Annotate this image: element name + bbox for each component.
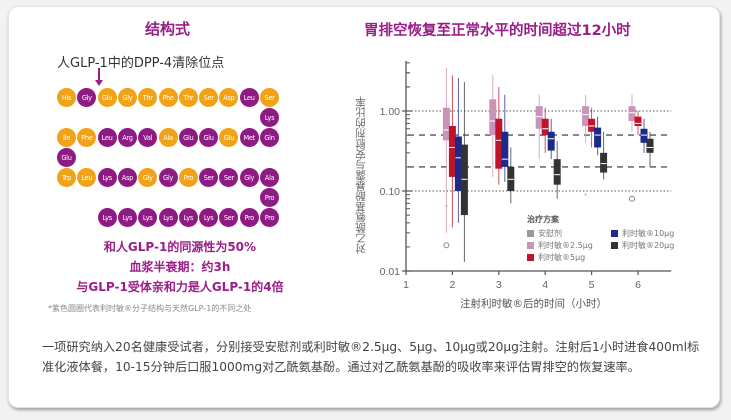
amino-acid-thr: Thr	[138, 88, 158, 107]
legend-swatch-icon	[611, 242, 618, 249]
legend-item: 安慰剂	[527, 228, 562, 239]
amino-acid-lys: Lys	[158, 208, 178, 227]
amino-acid-thr: Thr	[178, 88, 198, 107]
amino-acid-ala: Ala	[158, 128, 178, 147]
amino-acid-asp: Asp	[117, 168, 137, 187]
amino-acid-lys: Lys	[97, 208, 117, 227]
legend: 治疗方案 安慰剂利时敏®2.5μg 利时敏®5μg 利时敏®10μg 利时敏®20μg	[527, 214, 697, 268]
amino-acid-lys: Lys	[260, 108, 279, 127]
amino-acid-ile: Ile	[57, 128, 76, 147]
legend-item: 利时敏®10μg	[611, 228, 674, 239]
legend-item: 利时敏®5μg	[527, 252, 585, 263]
cleavage-site-label: 人GLP-1中的DPP-4清除位点	[57, 56, 225, 71]
amino-acid-gln: Gln	[260, 128, 279, 147]
amino-acid-pro: Pro	[260, 188, 279, 207]
amino-acid-gly: Gly	[77, 88, 97, 107]
amino-acid-lys: Lys	[199, 208, 219, 227]
chart-title: 胃排空恢复至正常水平的时间超过12小时	[364, 23, 631, 39]
legend-item: 利时敏®20μg	[611, 240, 674, 251]
amino-acid-ser: Ser	[199, 88, 219, 107]
cleavage-arrow-icon	[95, 68, 103, 86]
amino-acid-glu: Glu	[199, 128, 219, 147]
study-description: 一项研究纳入20名健康受试者，分别接受安慰剂或利时敏®2.5μg、5μg、10μ…	[42, 340, 700, 374]
footnote: *紫色圆圈代表利时敏®分子结构与天然GLP-1的不同之处	[48, 304, 252, 313]
legend-label: 利时敏®2.5μg	[538, 241, 593, 250]
amino-acid-glu: Glu	[97, 88, 117, 107]
amino-acid-leu: Leu	[77, 168, 97, 187]
fact-half-life: 血浆半衰期：约3h	[129, 260, 231, 274]
amino-acid-leu: Leu	[97, 128, 117, 147]
amino-acid-ser: Ser	[260, 88, 279, 107]
x-axis-label: 注射利时敏®后的时间（小时）	[460, 298, 607, 310]
legend-swatch-icon	[527, 254, 534, 261]
legend-label: 利时敏®5μg	[538, 253, 586, 262]
amino-acid-glu: Glu	[178, 128, 198, 147]
amino-acid-asp: Asp	[219, 88, 239, 107]
legend-label: 利时敏®10μg	[622, 229, 675, 238]
amino-acid-lys: Lys	[117, 208, 137, 227]
legend-item: 利时敏®2.5μg	[527, 240, 593, 251]
amino-acid-gly: Gly	[158, 168, 178, 187]
amino-acid-gly: Gly	[138, 168, 158, 187]
amino-acid-met: Met	[239, 128, 259, 147]
amino-acid-pro: Pro	[260, 208, 279, 227]
amino-acid-arg: Arg	[117, 128, 137, 147]
amino-acid-lys: Lys	[97, 168, 117, 187]
legend-swatch-icon	[527, 230, 534, 237]
legend-swatch-icon	[611, 230, 618, 237]
amino-acid-phe: Phe	[158, 88, 178, 107]
amino-acid-ser: Ser	[219, 168, 239, 187]
amino-acid-lys: Lys	[178, 208, 198, 227]
content-card	[8, 6, 720, 408]
amino-acid-glu: Glu	[219, 128, 239, 147]
fact-homology: 和人GLP-1的同源性为50%	[103, 240, 257, 254]
amino-acid-pro: Pro	[239, 208, 259, 227]
amino-acid-leu: Leu	[239, 88, 259, 107]
amino-acid-trp: Trp	[57, 168, 76, 187]
amino-acid-phe: Phe	[77, 128, 97, 147]
amino-acid-his: His	[57, 88, 76, 107]
amino-acid-gly: Gly	[239, 168, 259, 187]
amino-acid-gly: Gly	[117, 88, 137, 107]
legend-label: 利时敏®20μg	[622, 241, 675, 250]
amino-acid-ser: Ser	[199, 168, 219, 187]
legend-title: 治疗方案	[527, 215, 559, 224]
legend-label: 安慰剂	[538, 229, 562, 238]
y-axis-label: 对乙酰氨基酚暴露与安慰剂的比率	[355, 96, 367, 254]
amino-acid-lys: Lys	[138, 208, 158, 227]
amino-acid-glu: Glu	[57, 148, 76, 167]
amino-acid-pro: Pro	[178, 168, 198, 187]
amino-acid-ser: Ser	[219, 208, 239, 227]
amino-acid-val: Val	[138, 128, 158, 147]
structure-title: 结构式	[145, 20, 191, 38]
amino-acid-ala: Ala	[260, 168, 279, 187]
fact-affinity: 与GLP-1受体亲和力是人GLP-1的4倍	[76, 280, 284, 294]
legend-swatch-icon	[527, 242, 534, 249]
